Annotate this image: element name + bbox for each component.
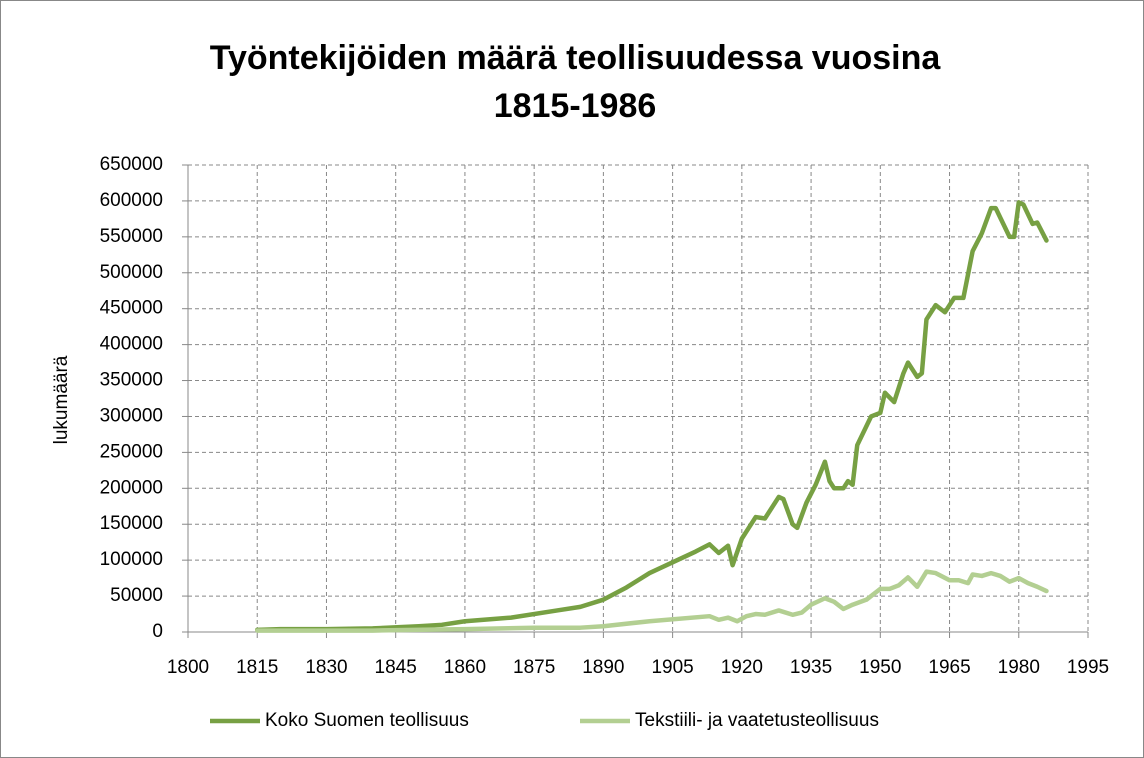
y-tick-label: 500000 [100,262,163,283]
y-tick-label: 250000 [100,441,163,462]
x-tick-label: 1965 [928,657,970,678]
data-line [254,200,1049,633]
y-tick-label: 150000 [100,513,163,534]
x-tick-label: 1920 [721,657,763,678]
x-tick-label: 1845 [375,657,417,678]
chart-title: 1815-1986 [494,87,657,125]
x-tick-label: 1905 [651,657,693,678]
x-tick-label: 1995 [1067,657,1109,678]
x-tick-label: 1875 [513,657,555,678]
y-tick-label: 600000 [100,190,163,211]
y-tick-label: 450000 [100,298,163,319]
x-tick-label: 1800 [167,657,209,678]
y-tick-label: 650000 [100,154,163,175]
legend-label: Tekstiili- ja vaatetusteollisuus [635,710,879,731]
chart-title: Työntekijöiden määrä teollisuudessa vuos… [210,39,942,77]
x-tick-label: 1890 [582,657,624,678]
y-tick-label: 550000 [100,226,163,247]
x-tick-label: 1935 [790,657,832,678]
x-tick-label: 1860 [444,657,486,678]
x-tick-label: 1980 [998,657,1040,678]
x-tick-label: 1830 [305,657,347,678]
legend-label: Koko Suomen teollisuus [265,710,469,731]
x-tick-label: 1950 [859,657,901,678]
y-tick-label: 350000 [100,370,163,391]
y-axis-label: lukumäärä [51,355,72,444]
y-tick-label: 0 [152,621,163,642]
y-tick-label: 300000 [100,405,163,426]
y-tick-label: 200000 [100,477,163,498]
y-tick-label: 400000 [100,334,163,355]
x-tick-label: 1815 [236,657,278,678]
y-tick-label: 50000 [110,585,163,606]
y-tick-label: 100000 [100,549,163,570]
data-line [254,569,1049,633]
